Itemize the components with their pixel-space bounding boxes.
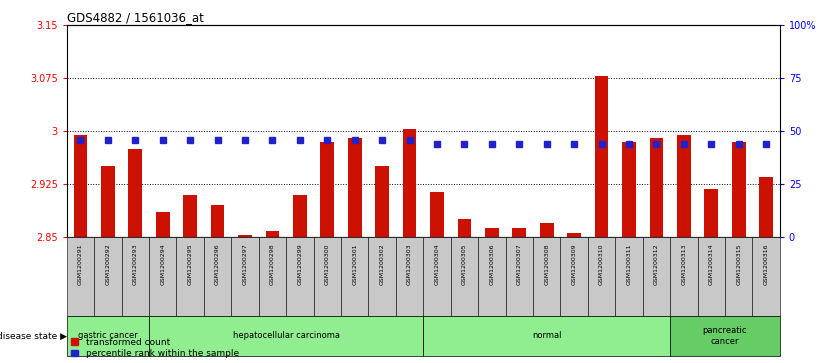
- Bar: [423, 237, 450, 316]
- Bar: [396, 237, 423, 316]
- Text: GDS4882 / 1561036_at: GDS4882 / 1561036_at: [67, 11, 203, 24]
- Text: GSM1200293: GSM1200293: [133, 243, 138, 285]
- Text: normal: normal: [532, 331, 561, 340]
- Bar: [122, 237, 149, 316]
- Text: GSM1200304: GSM1200304: [435, 243, 440, 285]
- Bar: [314, 237, 341, 316]
- Bar: [156, 212, 169, 237]
- Text: GSM1200302: GSM1200302: [379, 243, 384, 285]
- Text: GSM1200295: GSM1200295: [188, 243, 193, 285]
- Text: GSM1200310: GSM1200310: [599, 243, 604, 285]
- Bar: [615, 237, 643, 316]
- Bar: [705, 189, 718, 237]
- Text: GSM1200307: GSM1200307: [517, 243, 522, 285]
- Text: GSM1200305: GSM1200305: [462, 243, 467, 285]
- Bar: [458, 219, 471, 237]
- Bar: [183, 195, 197, 237]
- Bar: [731, 142, 746, 237]
- Text: GSM1200306: GSM1200306: [490, 243, 495, 285]
- Text: disease state ▶: disease state ▶: [0, 331, 67, 340]
- Bar: [67, 237, 94, 316]
- Bar: [375, 166, 389, 237]
- Text: hepatocellular carcinoma: hepatocellular carcinoma: [233, 331, 339, 340]
- Text: GSM1200299: GSM1200299: [298, 243, 303, 285]
- Bar: [430, 192, 444, 237]
- Text: GSM1200301: GSM1200301: [352, 243, 357, 285]
- Text: GSM1200313: GSM1200313: [681, 243, 686, 285]
- Bar: [670, 237, 697, 316]
- Bar: [293, 195, 307, 237]
- Bar: [505, 237, 533, 316]
- Bar: [239, 236, 252, 237]
- Bar: [595, 76, 608, 237]
- Bar: [533, 237, 560, 316]
- Text: GSM1200292: GSM1200292: [105, 243, 110, 285]
- Bar: [423, 316, 670, 356]
- Text: GSM1200294: GSM1200294: [160, 243, 165, 285]
- Bar: [265, 231, 279, 237]
- Bar: [369, 237, 396, 316]
- Bar: [149, 316, 423, 356]
- Bar: [588, 237, 615, 316]
- Bar: [512, 228, 526, 237]
- Text: GSM1200300: GSM1200300: [324, 243, 329, 285]
- Bar: [403, 129, 416, 237]
- Bar: [725, 237, 752, 316]
- Bar: [759, 177, 773, 237]
- Text: pancreatic
cancer: pancreatic cancer: [703, 326, 747, 346]
- Bar: [211, 205, 224, 237]
- Bar: [752, 237, 780, 316]
- Text: gastric cancer: gastric cancer: [78, 331, 138, 340]
- Bar: [567, 233, 581, 237]
- Text: GSM1200311: GSM1200311: [626, 243, 631, 285]
- Bar: [478, 237, 505, 316]
- Bar: [677, 135, 691, 237]
- Text: GSM1200298: GSM1200298: [270, 243, 275, 285]
- Bar: [643, 237, 670, 316]
- Bar: [73, 135, 88, 237]
- Bar: [341, 237, 369, 316]
- Text: GSM1200312: GSM1200312: [654, 243, 659, 285]
- Bar: [259, 237, 286, 316]
- Bar: [149, 237, 177, 316]
- Bar: [101, 166, 115, 237]
- Bar: [231, 237, 259, 316]
- Bar: [203, 237, 231, 316]
- Bar: [485, 228, 499, 237]
- Bar: [670, 316, 780, 356]
- Text: GSM1200316: GSM1200316: [764, 243, 769, 285]
- Bar: [697, 237, 725, 316]
- Text: GSM1200309: GSM1200309: [571, 243, 576, 285]
- Text: GSM1200315: GSM1200315: [736, 243, 741, 285]
- Bar: [320, 142, 334, 237]
- Bar: [450, 237, 478, 316]
- Bar: [128, 149, 142, 237]
- Text: GSM1200303: GSM1200303: [407, 243, 412, 285]
- Text: GSM1200296: GSM1200296: [215, 243, 220, 285]
- Text: GSM1200308: GSM1200308: [544, 243, 549, 285]
- Bar: [286, 237, 314, 316]
- Bar: [177, 237, 203, 316]
- Bar: [67, 316, 149, 356]
- Text: GSM1200291: GSM1200291: [78, 243, 83, 285]
- Bar: [540, 223, 554, 237]
- Bar: [650, 138, 663, 237]
- Text: GSM1200314: GSM1200314: [709, 243, 714, 285]
- Legend: transformed count, percentile rank within the sample: transformed count, percentile rank withi…: [71, 338, 239, 359]
- Text: GSM1200297: GSM1200297: [243, 243, 248, 285]
- Bar: [560, 237, 588, 316]
- Bar: [348, 138, 362, 237]
- Bar: [94, 237, 122, 316]
- Bar: [622, 142, 636, 237]
